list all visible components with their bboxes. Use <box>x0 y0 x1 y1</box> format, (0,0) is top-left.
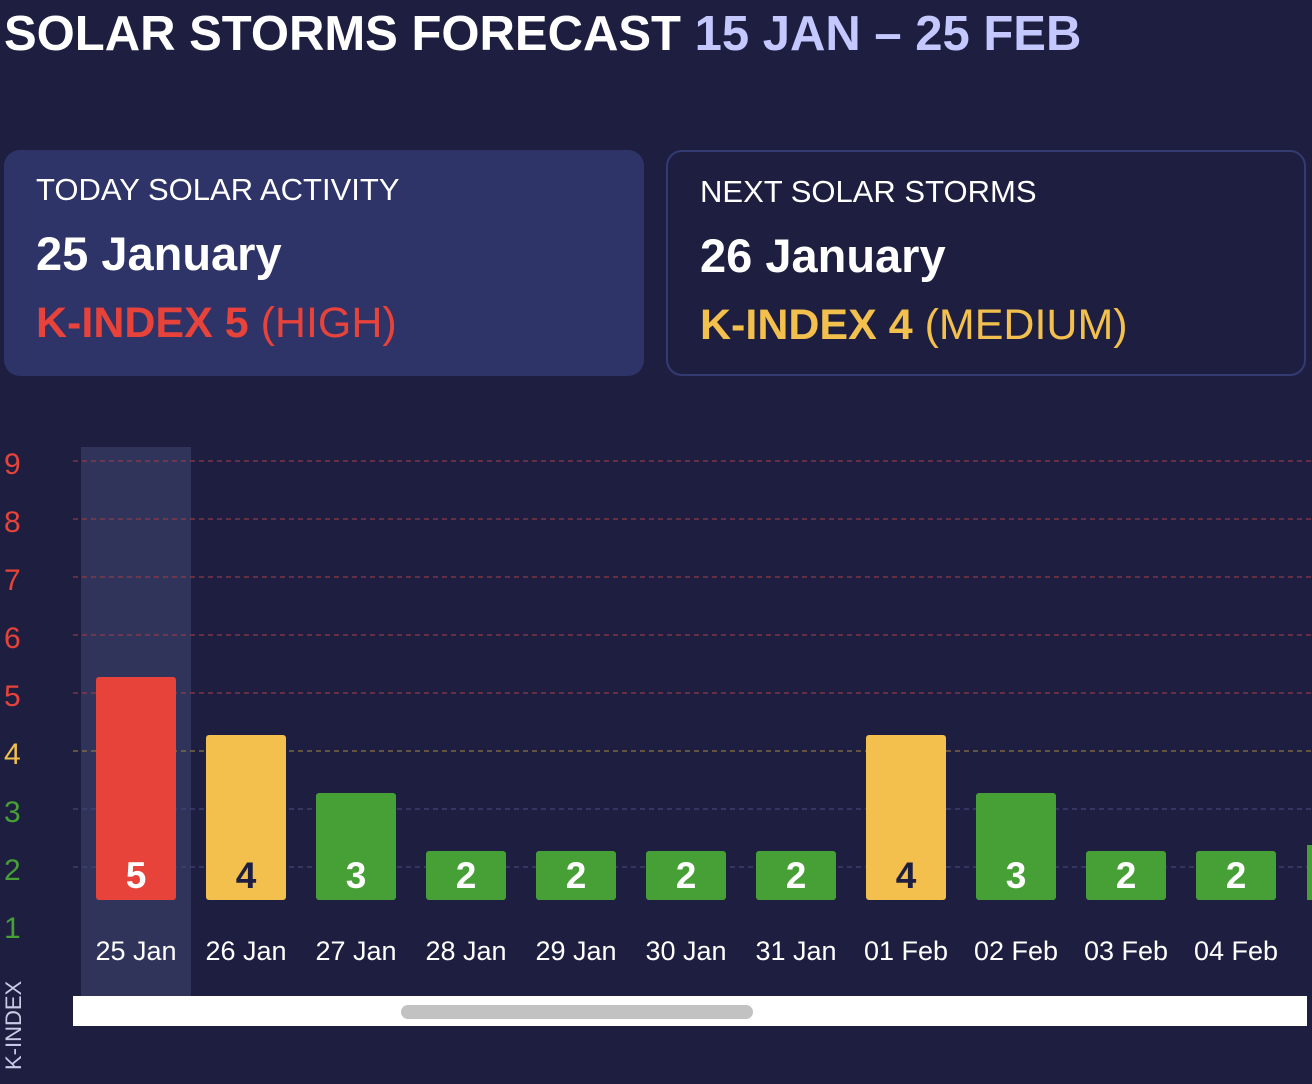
x-tick-label: 28 Jan <box>425 936 506 966</box>
bar <box>536 851 616 900</box>
bar-value-label: 5 <box>126 855 147 896</box>
next-kindex-value: K-INDEX 4 <box>700 301 913 349</box>
y-tick-label: 7 <box>4 564 21 597</box>
date-range: 15 JAN – 25 FEB <box>694 7 1082 61</box>
today-kindex-value: K-INDEX 5 <box>36 299 249 347</box>
x-tick-label: 26 Jan <box>205 936 286 966</box>
x-tick-label: 01 Feb <box>864 936 948 966</box>
next-storms-card: NEXT SOLAR STORMS 26 January K-INDEX 4 (… <box>666 150 1306 376</box>
y-tick-label: 1 <box>4 912 21 945</box>
bar-value-label: 2 <box>1226 855 1247 896</box>
x-tick-label: 02 Feb <box>974 936 1058 966</box>
x-tick-label: 03 Feb <box>1084 936 1168 966</box>
y-axis-label: K-INDEX <box>1 980 26 1070</box>
bar <box>206 735 286 900</box>
y-tick-label: 2 <box>4 854 21 887</box>
partial-bar <box>1307 845 1312 900</box>
y-tick-label: 6 <box>4 622 21 655</box>
y-tick-label: 3 <box>4 796 21 829</box>
y-tick-label: 5 <box>4 680 21 713</box>
bar-value-label: 3 <box>1006 855 1027 896</box>
bar-value-label: 3 <box>346 855 367 896</box>
today-kindex-line: K-INDEX 5 (HIGH) <box>36 299 612 348</box>
bar <box>1086 851 1166 900</box>
next-card-date: 26 January <box>700 229 946 282</box>
bar <box>96 677 176 900</box>
y-tick-label: 8 <box>4 506 21 539</box>
x-tick-label: 29 Jan <box>535 936 616 966</box>
x-tick-label: 31 Jan <box>755 936 836 966</box>
bar-value-label: 4 <box>896 855 917 896</box>
bar <box>646 851 726 900</box>
x-tick-label: 30 Jan <box>645 936 726 966</box>
today-activity-card: TODAY SOLAR ACTIVITY 25 January K-INDEX … <box>4 150 644 376</box>
bar-value-label: 2 <box>786 855 807 896</box>
next-kindex-level: (MEDIUM) <box>924 301 1128 349</box>
bar-value-label: 2 <box>676 855 697 896</box>
kindex-bar-chart: 1 2 3 4 5 6 7 8 9 5 25 Jan 4 26 Jan 3 27 Jan 2 28 Jan 2 29… <box>4 447 1312 1000</box>
bar <box>976 793 1056 900</box>
bar-value-label: 4 <box>236 855 257 896</box>
today-kindex-level: (HIGH) <box>260 299 397 347</box>
bar-value-label: 2 <box>566 855 587 896</box>
page-title: SOLAR STORMS FORECAST 15 JAN – 25 FEB <box>4 6 1081 62</box>
x-tick-label: 25 Jan <box>95 936 176 966</box>
title-text: SOLAR STORMS FORECAST <box>4 7 681 61</box>
bar <box>316 793 396 900</box>
x-tick-label: 27 Jan <box>315 936 396 966</box>
chart-scrollbar[interactable] <box>73 996 1307 1026</box>
bar <box>866 735 946 900</box>
y-tick-label: 9 <box>4 448 21 481</box>
next-card-title: NEXT SOLAR STORMS <box>700 174 1037 209</box>
scrollbar-thumb[interactable] <box>401 1005 753 1019</box>
next-kindex-line: K-INDEX 4 (MEDIUM) <box>700 301 1272 350</box>
bar <box>756 851 836 900</box>
today-card-title: TODAY SOLAR ACTIVITY <box>36 172 400 207</box>
bar <box>1196 851 1276 900</box>
bar-value-label: 2 <box>456 855 477 896</box>
y-tick-label: 4 <box>4 738 21 771</box>
today-card-date: 25 January <box>36 227 282 280</box>
x-tick-label: 04 Feb <box>1194 936 1278 966</box>
bar <box>426 851 506 900</box>
bar-value-label: 2 <box>1116 855 1137 896</box>
